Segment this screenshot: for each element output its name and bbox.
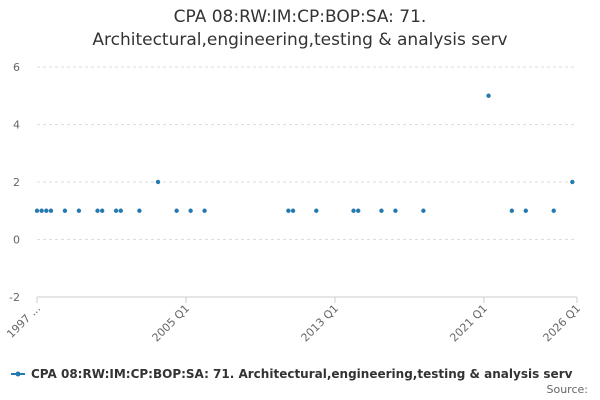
- point: [393, 208, 398, 213]
- point: [351, 208, 356, 213]
- point: [290, 208, 296, 213]
- y-tick-label: -2: [9, 291, 20, 304]
- point: [174, 208, 179, 213]
- point: [551, 208, 556, 213]
- chart-title: CPA 08:RW:IM:CP:BOP:SA: 71. Architectura…: [92, 7, 508, 50]
- point: [379, 208, 384, 213]
- legend-marker: [15, 371, 21, 377]
- x-tick-label: 2013 Q1: [299, 302, 342, 345]
- point: [113, 208, 119, 213]
- point: [523, 208, 528, 213]
- source: Source:: [547, 383, 589, 396]
- point: [202, 208, 207, 213]
- legend-label: CPA 08:RW:IM:CP:BOP:SA: 71. Architectura…: [31, 367, 573, 381]
- point: [34, 208, 40, 213]
- point: [99, 208, 105, 213]
- y-tick-label: 4: [13, 119, 20, 132]
- x-tick-label: 1997 ...: [4, 302, 43, 341]
- point: [286, 208, 291, 213]
- point: [188, 208, 193, 213]
- point: [570, 179, 575, 185]
- point: [356, 208, 361, 213]
- point: [76, 208, 82, 213]
- point: [137, 208, 142, 213]
- point: [118, 208, 123, 213]
- x-tick-label: 2026 Q1: [541, 302, 584, 345]
- y-tick-label: 2: [13, 176, 20, 189]
- x-tick-label: 2005 Q1: [150, 302, 193, 345]
- y-tick-label: 6: [13, 61, 20, 74]
- point: [44, 208, 49, 213]
- point: [486, 93, 491, 98]
- point: [509, 208, 515, 213]
- point: [39, 208, 44, 213]
- point: [62, 208, 68, 213]
- point: [155, 179, 161, 185]
- point: [95, 208, 100, 213]
- x-tick-label: 2021 Q1: [447, 302, 490, 345]
- y-tick-label: 0: [13, 234, 20, 247]
- point: [314, 208, 319, 213]
- point: [48, 208, 54, 213]
- point: [421, 208, 426, 213]
